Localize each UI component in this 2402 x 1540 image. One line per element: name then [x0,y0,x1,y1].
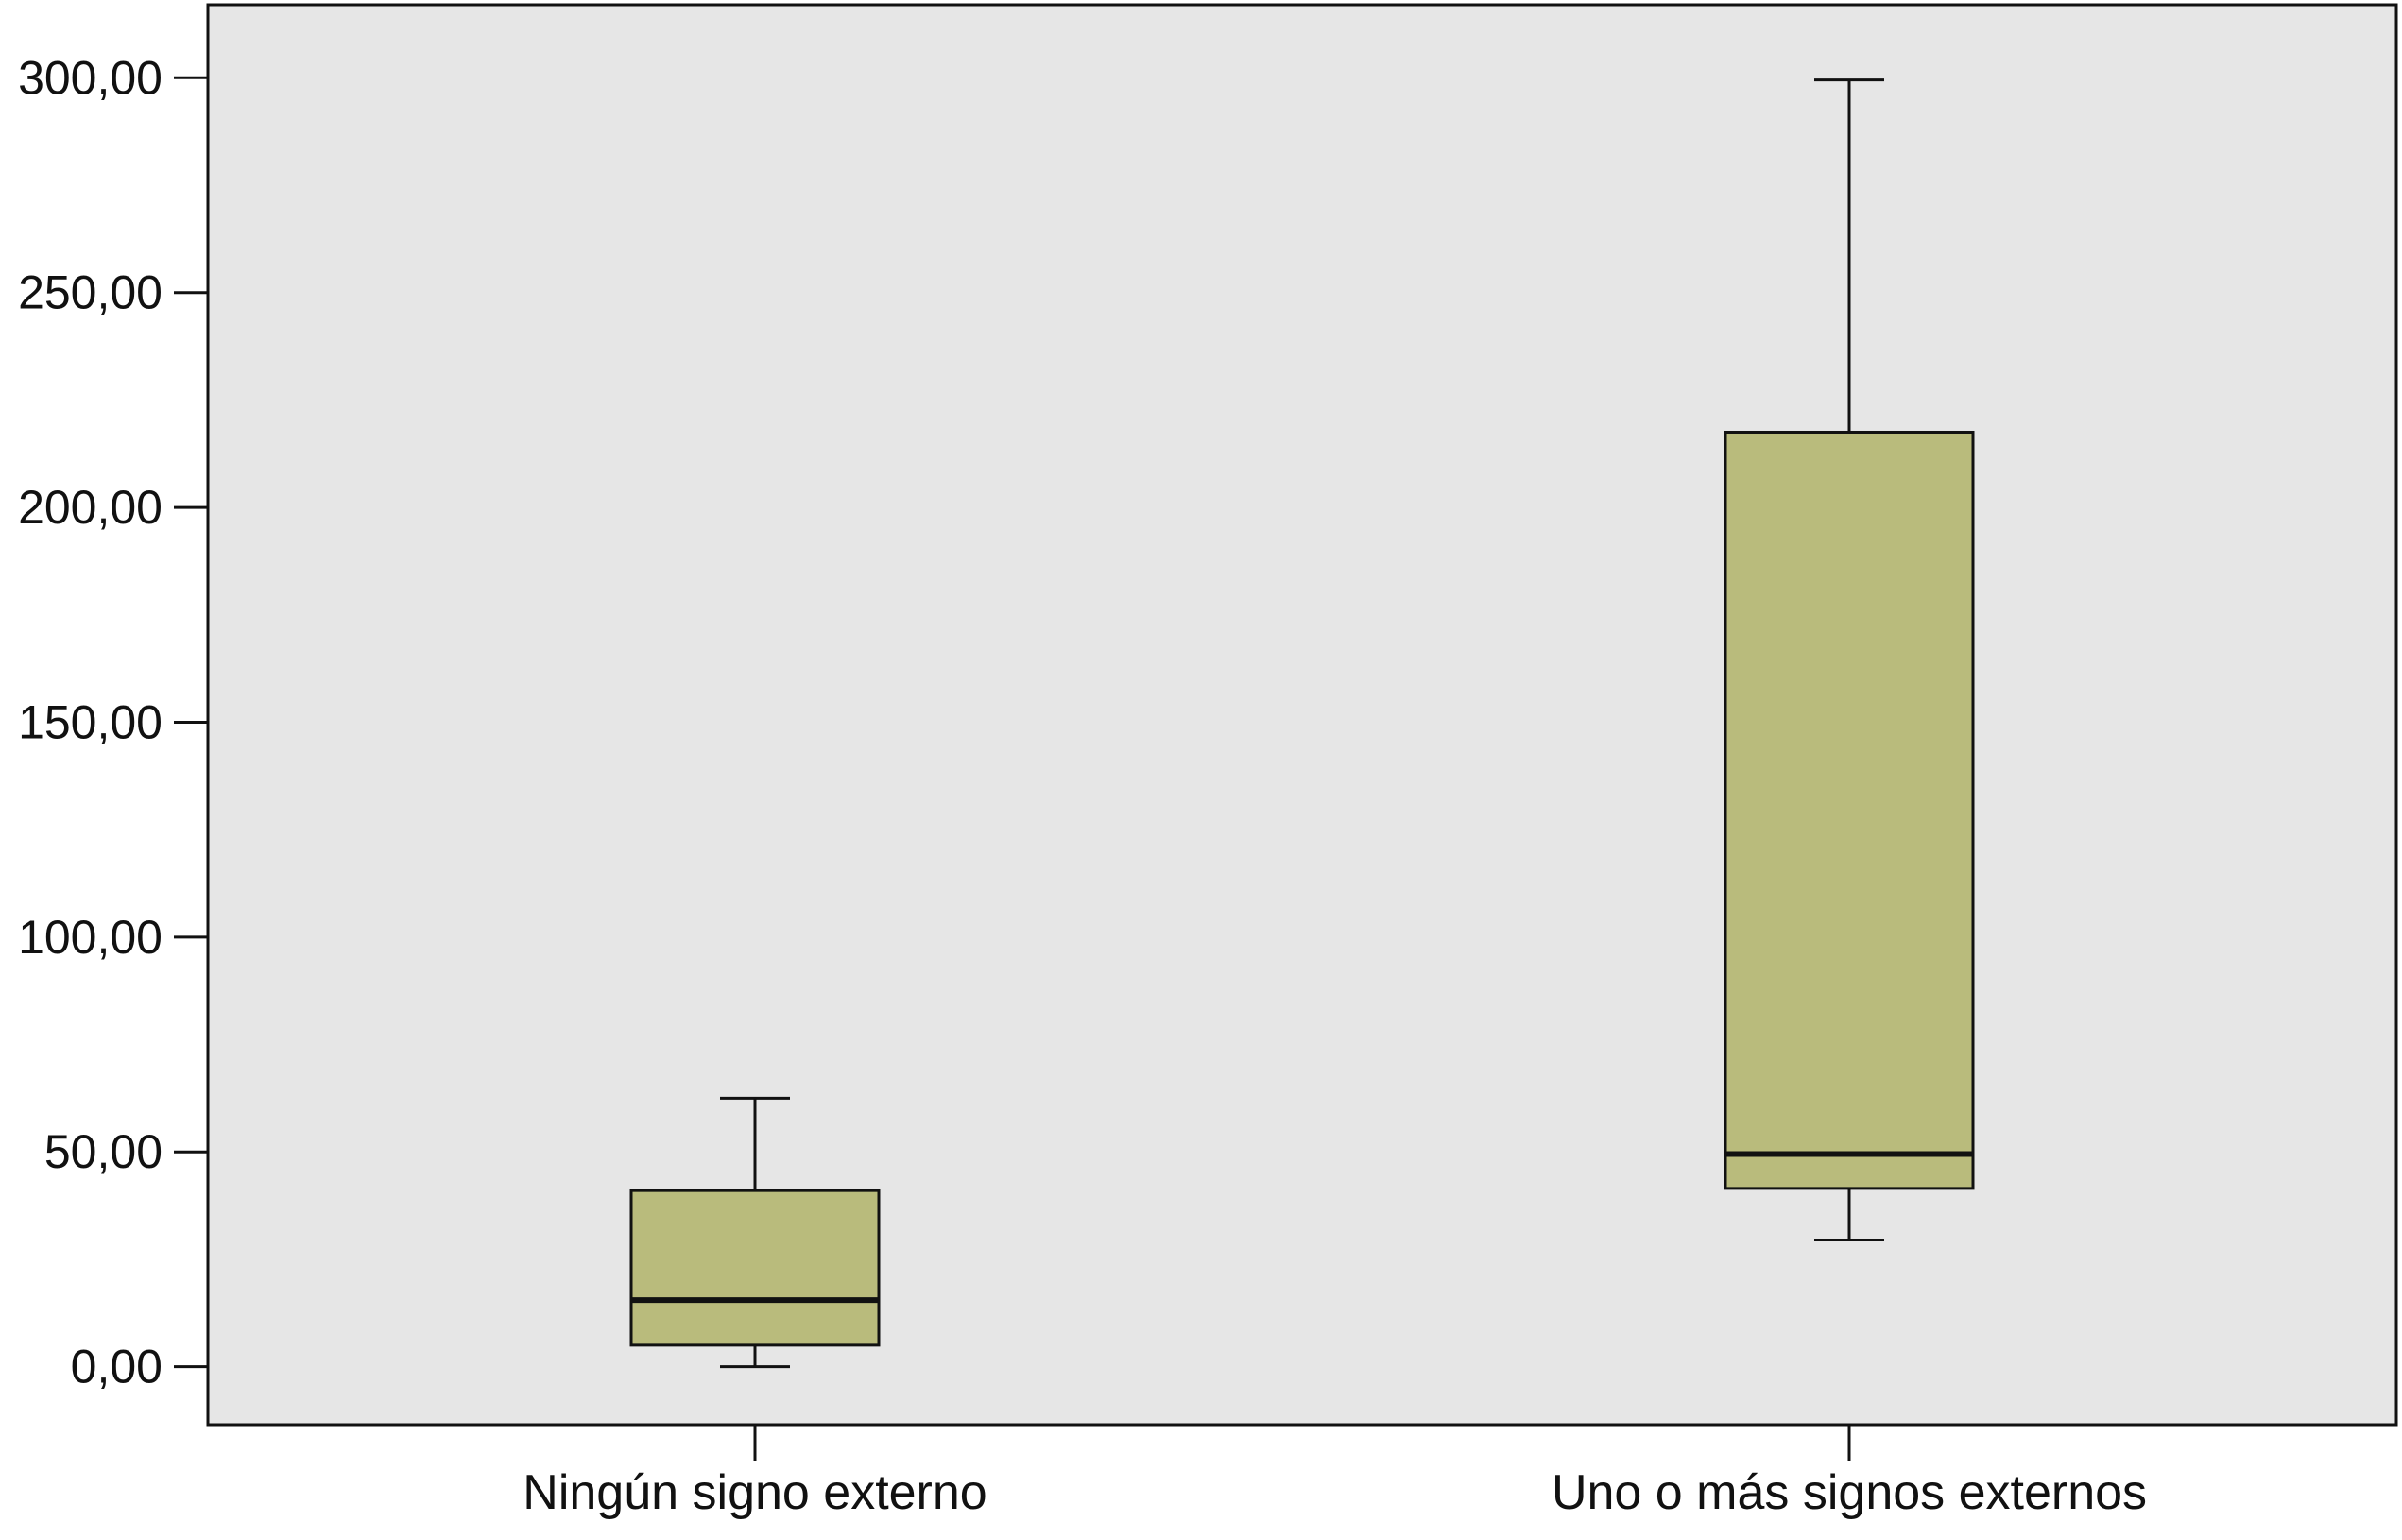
y-tick-label: 200,00 [18,481,163,534]
y-axis: 0,00 50,00 100,00 150,00 200,00 250,00 300,00 [18,51,208,1394]
box-group [1724,78,1975,1241]
y-tick-label: 250,00 [18,266,163,319]
y-tick-label: 50,00 [44,1125,163,1178]
y-tick-label: 150,00 [18,695,163,748]
plot-area [206,3,2398,1427]
iqr-box [629,1189,881,1347]
box-group [629,1096,881,1369]
x-tick-label: Ningún signo externo [523,1465,987,1520]
y-tick-label: 0,00 [71,1341,163,1394]
y-tick-label: 100,00 [18,911,163,964]
box-series [629,78,1975,1369]
x-tick-label: Uno o más signos externos [1552,1465,2147,1520]
x-axis: Ningún signo externo Uno o más signos ext… [523,1425,2147,1520]
y-tick-label: 300,00 [18,51,163,104]
iqr-box [1724,430,1975,1190]
